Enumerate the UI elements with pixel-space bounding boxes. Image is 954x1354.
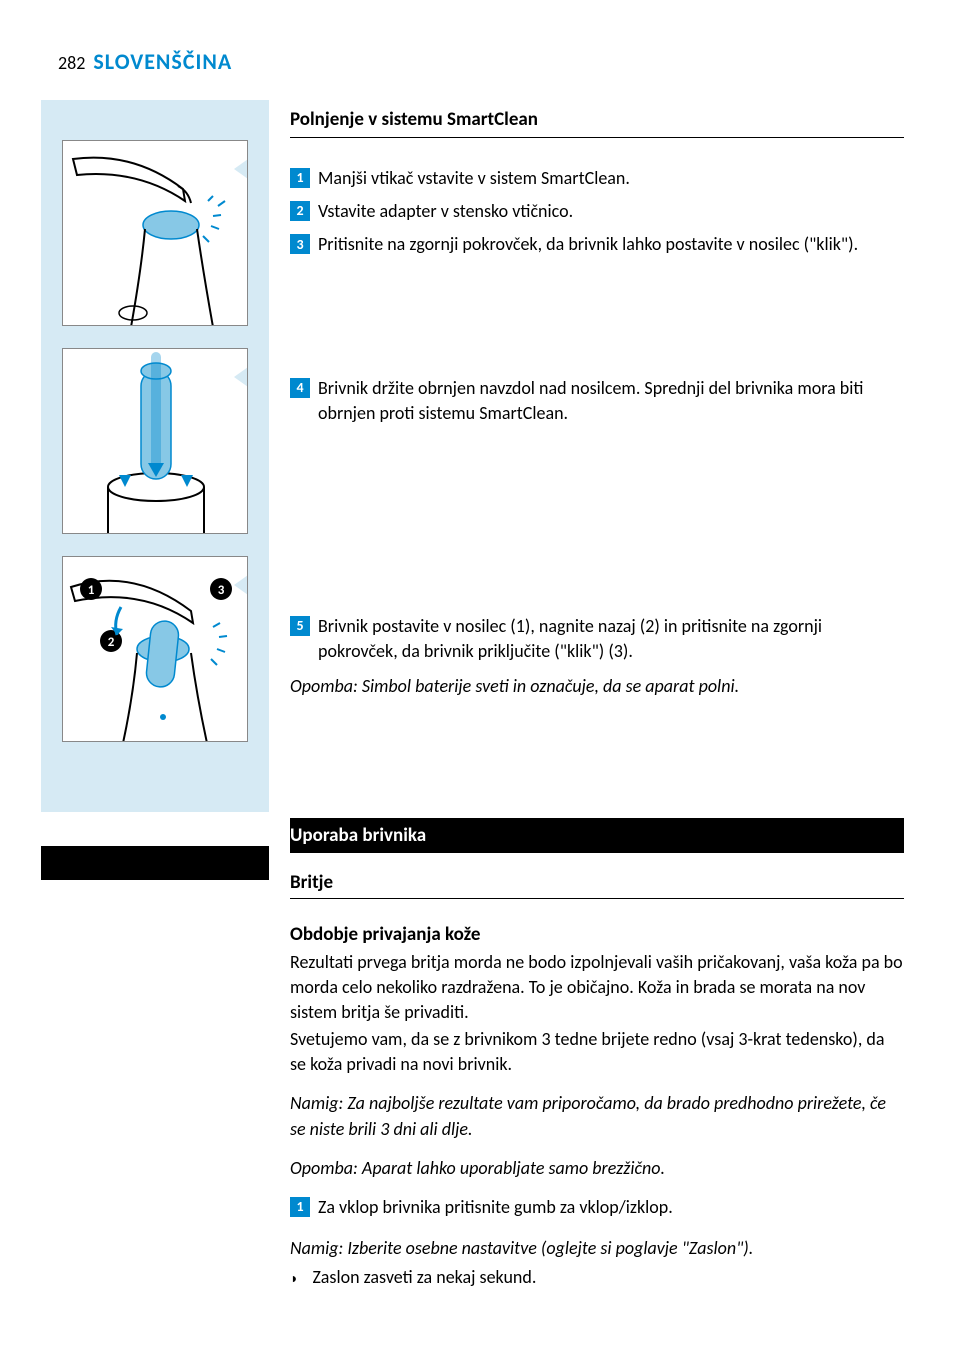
step-2: 2 Vstavite adapter v stensko vtičnico. bbox=[290, 199, 904, 224]
page-header: 282 SLOVENŠČINA bbox=[58, 48, 232, 75]
sub-title-shaving: Britje bbox=[290, 871, 904, 899]
step-number: 1 bbox=[290, 168, 310, 188]
page-number: 282 bbox=[58, 52, 85, 74]
step-number: 5 bbox=[290, 616, 310, 636]
bullet-text: Zaslon zasveti za nekaj sekund. bbox=[312, 1265, 536, 1290]
step-text: Za vklop brivnika pritisnite gumb za vkl… bbox=[318, 1195, 904, 1220]
note-wireless: Opomba: Aparat lahko uporabljate samo br… bbox=[290, 1156, 904, 1181]
step-number: 3 bbox=[290, 234, 310, 254]
svg-text:2: 2 bbox=[108, 635, 115, 650]
step-number: 2 bbox=[290, 201, 310, 221]
step-usage-1: 1 Za vklop brivnika pritisnite gumb za v… bbox=[290, 1195, 904, 1220]
step-text: Brivnik postavite v nosilec (1), nagnite… bbox=[318, 614, 904, 664]
figure-press-cap bbox=[62, 140, 248, 326]
step-text: Pritisnite na zgornji pokrovček, da briv… bbox=[318, 232, 904, 257]
step-text: Manjši vtikač vstavite v sistem SmartCle… bbox=[318, 166, 904, 191]
step-3: 3 Pritisnite na zgornji pokrovček, da br… bbox=[290, 232, 904, 257]
step-text: Vstavite adapter v stensko vtičnico. bbox=[318, 199, 904, 224]
note-battery: Opomba: Simbol baterije sveti in označuj… bbox=[290, 674, 904, 699]
bullet-icon: ◗ bbox=[290, 1269, 298, 1289]
tip-1: Namig: Za najboljše rezultate vam pripor… bbox=[290, 1091, 904, 1141]
step-number: 4 bbox=[290, 378, 310, 398]
sidebar: 1 2 3 bbox=[41, 100, 269, 812]
bullet-display: ◗ Zaslon zasveti za nekaj sekund. bbox=[290, 1265, 904, 1290]
para-1: Rezultati prvega britja morda ne bodo iz… bbox=[290, 950, 904, 1026]
svg-text:1: 1 bbox=[88, 583, 95, 598]
tip-2: Namig: Izberite osebne nastavitve (oglej… bbox=[290, 1236, 904, 1261]
step-number: 1 bbox=[290, 1197, 310, 1217]
content-column: Polnjenje v sistemu SmartClean 1 Manjši … bbox=[290, 108, 904, 1291]
figure-insert-shaver bbox=[62, 348, 248, 534]
figure-tilt-click: 1 2 3 bbox=[62, 556, 248, 742]
header-title: SLOVENŠČINA bbox=[93, 48, 232, 75]
step-1: 1 Manjši vtikač vstavite v sistem SmartC… bbox=[290, 166, 904, 191]
black-bar-left bbox=[41, 846, 269, 880]
step-text: Brivnik držite obrnjen navzdol nad nosil… bbox=[318, 376, 904, 426]
para-2: Svetujemo vam, da se z brivnikom 3 tedne… bbox=[290, 1027, 904, 1077]
section-title-charging: Polnjenje v sistemu SmartClean bbox=[290, 108, 904, 138]
sub-title-adjustment: Obdobje privajanja kože bbox=[290, 923, 904, 946]
step-5: 5 Brivnik postavite v nosilec (1), nagni… bbox=[290, 614, 904, 664]
svg-text:3: 3 bbox=[218, 583, 225, 598]
step-4: 4 Brivnik držite obrnjen navzdol nad nos… bbox=[290, 376, 904, 426]
section-bar-usage: Uporaba brivnika bbox=[290, 818, 904, 853]
